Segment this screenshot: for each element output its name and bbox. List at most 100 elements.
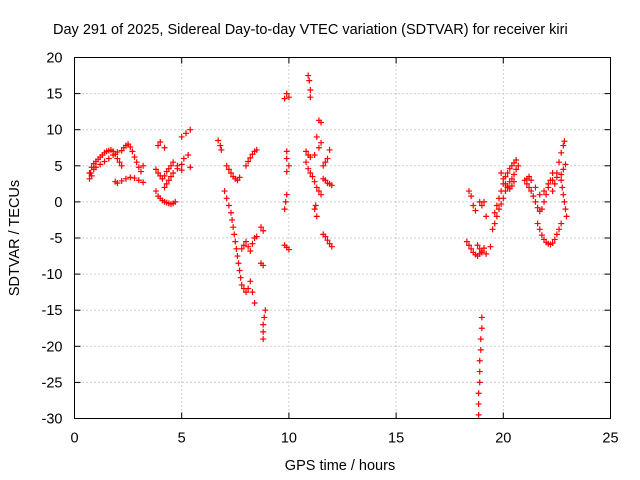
x-tick-label: 5	[178, 431, 186, 447]
data-point	[561, 138, 568, 145]
data-point	[92, 164, 99, 171]
data-point	[541, 188, 548, 195]
data-point	[283, 191, 290, 198]
data-point	[187, 126, 194, 133]
data-point	[493, 213, 500, 220]
data-point	[312, 202, 319, 209]
data-point	[328, 182, 335, 189]
data-point	[118, 177, 125, 184]
data-point	[476, 379, 483, 386]
data-point	[229, 216, 236, 223]
data-point	[489, 226, 496, 233]
data-point	[549, 240, 556, 247]
data-point	[129, 148, 136, 155]
data-point	[170, 159, 177, 166]
data-point	[225, 202, 232, 209]
data-point	[478, 249, 485, 256]
x-tick-label: 10	[281, 431, 297, 447]
data-point	[475, 401, 482, 408]
y-tick-label: -5	[50, 231, 63, 247]
data-point	[218, 146, 225, 153]
data-point	[221, 188, 228, 195]
data-point	[481, 245, 488, 252]
data-point	[170, 170, 177, 177]
data-point	[178, 133, 185, 140]
data-point	[318, 119, 325, 126]
x-tick-label: 20	[495, 431, 511, 447]
y-tick-label: 15	[46, 87, 62, 103]
data-point	[283, 148, 290, 155]
data-point	[238, 281, 245, 288]
data-point	[491, 220, 498, 227]
data-point	[135, 177, 142, 184]
data-point	[161, 144, 168, 151]
x-tick-label: 0	[70, 431, 78, 447]
data-point	[534, 220, 541, 227]
data-point	[233, 245, 240, 252]
data-point	[282, 198, 289, 205]
data-point	[532, 184, 539, 191]
data-point	[303, 159, 310, 166]
data-point	[500, 175, 507, 182]
data-point	[470, 202, 477, 209]
data-point	[311, 206, 318, 213]
data-point	[545, 180, 552, 187]
y-tick-label: -10	[42, 267, 63, 283]
data-point	[243, 289, 250, 296]
data-point	[260, 336, 267, 343]
data-point	[561, 198, 568, 205]
data-point	[324, 237, 331, 244]
data-point	[498, 170, 505, 177]
data-point	[498, 188, 505, 195]
data-point	[536, 226, 543, 233]
data-point	[481, 198, 488, 205]
data-point	[315, 188, 322, 195]
data-point	[167, 162, 174, 169]
data-point	[477, 336, 484, 343]
data-point	[311, 178, 318, 185]
data-point	[558, 220, 565, 227]
data-point	[563, 213, 570, 220]
data-point	[549, 188, 556, 195]
grid	[74, 57, 611, 419]
data-point	[122, 175, 129, 182]
data-point	[560, 191, 567, 198]
data-point	[88, 172, 95, 179]
data-point	[306, 77, 313, 84]
data-point	[560, 166, 567, 173]
data-point	[225, 166, 232, 173]
data-point	[152, 166, 159, 173]
data-point	[553, 231, 560, 238]
data-point	[232, 238, 239, 245]
data-point	[475, 411, 482, 418]
data-point	[110, 151, 117, 158]
y-tick-label: -25	[42, 375, 63, 391]
x-axis-label: GPS time / hours	[285, 458, 395, 474]
data-point	[167, 173, 174, 180]
y-axis-ticks: -30 -25 -20 -15 -10 -5 0 5 10 15 20	[42, 51, 611, 428]
data-point	[468, 245, 475, 252]
data-point	[249, 240, 256, 247]
data-point	[553, 170, 560, 177]
data-point	[97, 161, 104, 168]
data-point	[247, 154, 254, 161]
data-point	[105, 155, 112, 162]
data-point	[243, 162, 250, 169]
data-point	[114, 155, 121, 162]
data-point	[511, 178, 518, 185]
data-point	[551, 180, 558, 187]
data-point	[187, 164, 194, 171]
data-point	[476, 245, 483, 252]
x-tick-label: 15	[388, 431, 404, 447]
data-point	[478, 202, 485, 209]
data-points	[86, 72, 570, 418]
data-point	[534, 204, 541, 211]
data-point	[260, 227, 267, 234]
data-point	[245, 158, 252, 165]
data-point	[114, 149, 121, 156]
data-point	[262, 307, 269, 314]
data-point	[163, 180, 170, 187]
data-point	[477, 346, 484, 353]
data-point	[155, 142, 162, 149]
data-point	[116, 159, 123, 166]
